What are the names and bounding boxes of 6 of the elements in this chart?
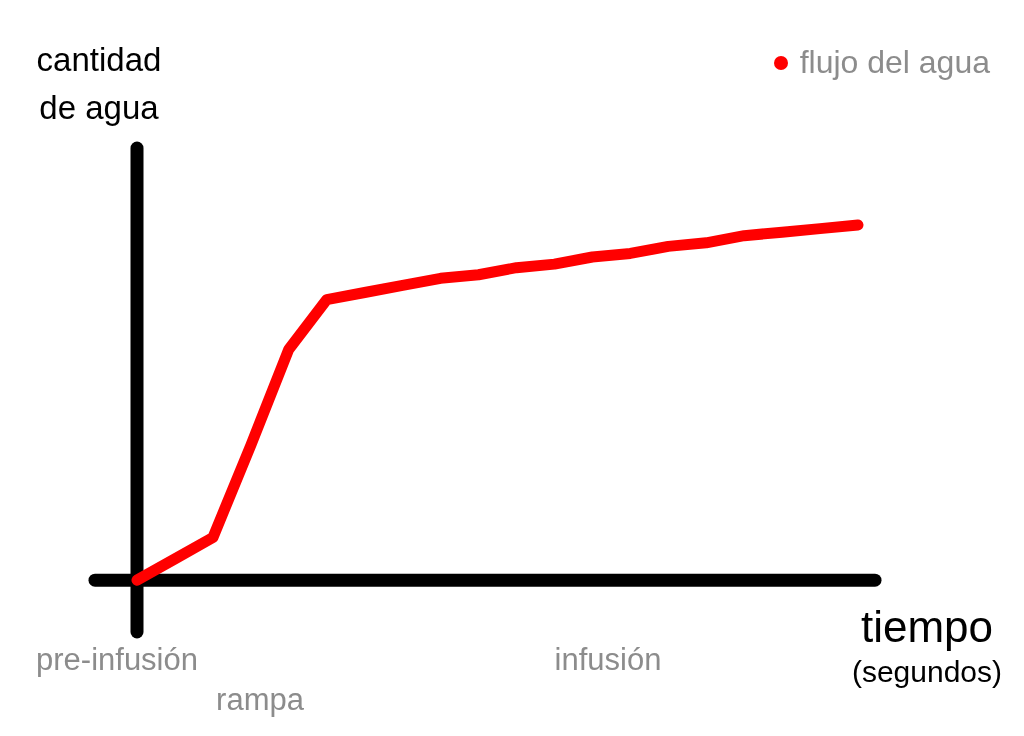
text: pre-infusión bbox=[36, 642, 198, 678]
text: infusión bbox=[554, 642, 662, 678]
text: rampa bbox=[216, 682, 304, 718]
y-axis-title: cantidad de agua bbox=[35, 40, 163, 128]
x-axis-title: tiempo (segundos) bbox=[851, 601, 1002, 690]
legend-label: flujo del agua bbox=[799, 44, 990, 81]
